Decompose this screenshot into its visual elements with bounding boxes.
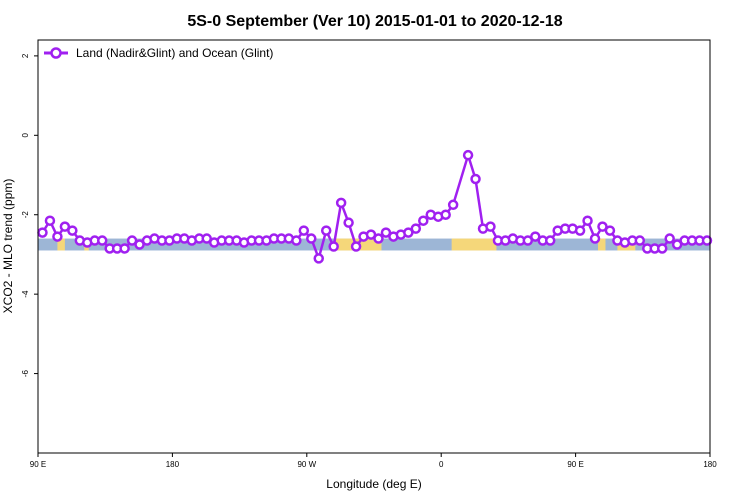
plot-frame: [37, 39, 711, 454]
data-point: [462, 149, 474, 161]
x-tick-label: 0: [439, 460, 444, 469]
data-point: [306, 233, 317, 244]
data-point: [119, 243, 130, 254]
data-point: [574, 225, 586, 236]
data-point: [447, 199, 459, 211]
x-axis-label: Longitude (deg E): [326, 477, 421, 491]
y-tick-label: -2: [21, 211, 30, 219]
data-point: [96, 235, 108, 246]
data-point: [44, 215, 56, 226]
data-point: [440, 209, 451, 220]
data-point: [656, 243, 668, 254]
y-tick-label: -4: [21, 290, 30, 298]
data-point: [37, 227, 48, 238]
data-point: [701, 235, 713, 246]
data-point: [664, 233, 675, 244]
land-band-segment: [57, 238, 65, 251]
data-point: [597, 221, 608, 232]
y-tick-label: -6: [21, 369, 30, 377]
data-point: [582, 215, 593, 226]
y-axis: 2 0 -2 -4 -6: [21, 53, 38, 377]
data-point: [604, 225, 616, 236]
data-point: [59, 221, 71, 232]
data-point: [418, 215, 429, 226]
data-point: [403, 227, 414, 238]
data-point: [544, 235, 556, 246]
x-axis: 90 E 180 90 W 0 90 E 180: [30, 453, 717, 469]
x-tick-label: 180: [166, 460, 180, 469]
data-point: [373, 233, 384, 244]
chart-title: 5S-0 September (Ver 10) 2015-01-01 to 20…: [187, 13, 562, 30]
x-tick-label: 90 E: [567, 460, 583, 469]
data-point: [343, 217, 354, 228]
data-point: [313, 253, 324, 264]
data-point: [410, 223, 422, 234]
land-band-segment: [451, 238, 497, 251]
data-point: [328, 241, 339, 252]
data-point: [67, 225, 78, 236]
data-point: [52, 231, 63, 242]
data-point: [485, 221, 496, 232]
data-point: [126, 235, 138, 246]
legend-marker: [50, 47, 62, 59]
data-point: [589, 233, 601, 244]
data-point: [470, 173, 481, 185]
y-tick-label: 0: [21, 133, 30, 138]
data-point: [201, 233, 212, 244]
x-tick-label: 180: [703, 460, 717, 469]
legend: Land (Nadir&Glint) and Ocean (Glint): [44, 46, 273, 60]
data-point: [365, 229, 377, 240]
data-point: [671, 239, 683, 250]
data-point: [291, 235, 302, 246]
legend-label: Land (Nadir&Glint) and Ocean (Glint): [76, 46, 273, 60]
data-point: [335, 197, 347, 209]
x-tick-label: 90 W: [297, 460, 316, 469]
data-point: [298, 225, 310, 236]
data-point: [350, 241, 362, 252]
data-point: [380, 227, 392, 238]
plot-area: [37, 39, 713, 454]
data-point: [320, 225, 332, 236]
land-band-segment: [598, 238, 606, 251]
data-point: [530, 231, 541, 242]
data-point: [134, 239, 145, 250]
data-point: [522, 235, 534, 246]
y-tick-label: 2: [21, 53, 30, 58]
x-tick-label: 90 E: [30, 460, 46, 469]
data-point: [634, 235, 646, 246]
y-axis-label: XCO2 - MLO trend (ppm): [1, 179, 15, 314]
series-layer: [37, 149, 713, 264]
